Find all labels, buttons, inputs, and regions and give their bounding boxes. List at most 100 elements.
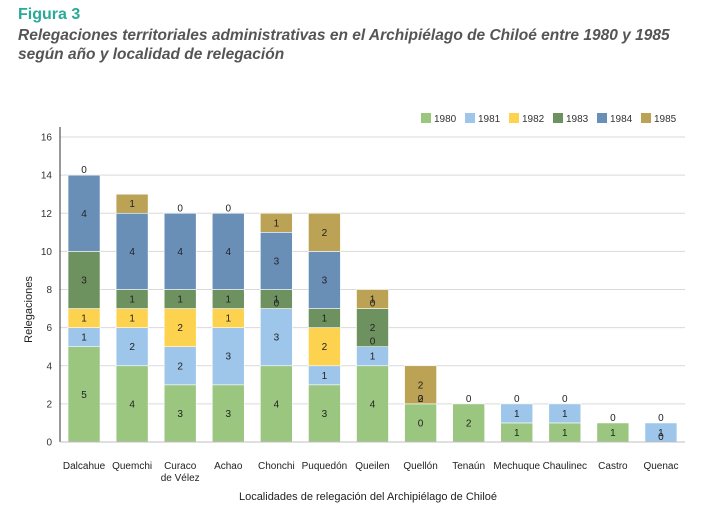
segment-label: 1	[322, 314, 328, 325]
legend-swatch	[553, 113, 563, 123]
segment-label: 3	[274, 256, 280, 267]
segment-label: 0	[418, 394, 424, 405]
bar-segment	[163, 212, 197, 290]
x-tick-label: Quemchi	[112, 461, 152, 472]
segment-label: 0	[514, 394, 520, 405]
bar-segment	[163, 384, 197, 443]
segment-label: 2	[129, 342, 135, 353]
bar-segment	[452, 403, 485, 443]
segment-label: 1	[129, 295, 135, 306]
legend-label: 1980	[434, 114, 457, 125]
segment-label: 1	[225, 314, 231, 325]
segment-label: 0	[658, 432, 664, 443]
y-tick-label: 16	[41, 133, 53, 144]
bar-segment	[404, 403, 437, 443]
bar-segment	[67, 174, 101, 252]
x-tick-label: Quenac	[643, 461, 678, 472]
bar-segment	[163, 308, 197, 347]
segment-label: 1	[129, 199, 135, 210]
legend-label: 1984	[610, 114, 633, 125]
segment-label: 0	[658, 413, 664, 424]
bars	[67, 174, 678, 443]
segment-label: 2	[466, 418, 472, 429]
segment-label: 1	[610, 428, 616, 439]
segment-labels: 5113404211413221403311404301313121324102…	[81, 165, 664, 443]
segment-label: 1	[562, 409, 568, 420]
segment-label: 1	[370, 352, 376, 363]
segment-label: 0	[466, 394, 472, 405]
x-tick-label: Tenaún	[452, 461, 485, 472]
segment-label: 3	[225, 352, 231, 363]
x-tick-label: Puquedón	[302, 461, 348, 472]
y-tick-label: 0	[46, 438, 52, 449]
segment-label: 4	[225, 247, 231, 258]
bar-segment	[260, 365, 293, 443]
segment-label: 0	[274, 299, 280, 310]
bar-segment	[115, 193, 149, 214]
bar-segment	[115, 327, 149, 367]
segment-label: 4	[129, 399, 135, 410]
segment-label: 1	[370, 295, 376, 306]
legend-swatch	[509, 113, 519, 123]
bar-segment	[404, 365, 437, 405]
y-axis-title: Relegaciones	[23, 276, 35, 343]
segment-label: 2	[322, 342, 328, 353]
x-tick-label: Achao	[214, 461, 243, 472]
bar-segment	[211, 384, 245, 443]
x-tick-label: Dalcahue	[63, 461, 106, 472]
segment-label: 0	[370, 337, 376, 348]
segment-label: 0	[418, 418, 424, 429]
segment-label: 0	[225, 203, 231, 214]
segment-label: 1	[514, 409, 520, 420]
bar-segment	[308, 327, 341, 367]
segment-label: 4	[177, 247, 183, 258]
bar-segment	[115, 212, 149, 290]
legend-label: 1985	[654, 114, 677, 125]
bar-segment	[115, 365, 149, 443]
segment-label: 2	[370, 323, 376, 334]
segment-label: 1	[129, 314, 135, 325]
segment-label: 0	[177, 203, 183, 214]
x-axis-title: Localidades de relegación del Archipiéla…	[239, 491, 497, 503]
segment-label: 5	[81, 390, 87, 401]
bar-segment	[163, 346, 197, 386]
x-tick-label: Queilen	[355, 461, 389, 472]
y-tick-label: 2	[46, 399, 52, 410]
y-tick-labels: 0 2 4 6 8 10 12 14 16	[41, 133, 53, 449]
segment-label: 1	[274, 218, 280, 229]
segment-label: 3	[177, 409, 183, 420]
segment-label: 1	[322, 371, 328, 382]
segment-label: 2	[418, 394, 424, 405]
x-tick-label: Curaco	[164, 461, 197, 472]
legend-swatch	[421, 113, 431, 123]
segment-label: 4	[370, 399, 376, 410]
y-tick-label: 12	[41, 209, 53, 220]
bar-segment	[356, 289, 389, 309]
segment-label: 0	[562, 394, 568, 405]
segment-label: 4	[81, 209, 87, 220]
segment-label: 0	[370, 299, 376, 310]
segment-label: 3	[322, 409, 328, 420]
segment-label: 0	[610, 413, 616, 424]
segment-label: 1	[562, 428, 568, 439]
segment-label: 1	[658, 428, 664, 439]
y-tick-label: 8	[46, 285, 52, 296]
x-tick-label: Quellón	[403, 461, 437, 472]
bar-segment	[548, 403, 582, 424]
x-tick-label: Chonchi	[258, 461, 295, 472]
bar-segment	[500, 403, 534, 424]
segment-label: 4	[274, 399, 280, 410]
x-tick-label: Castro	[598, 461, 628, 472]
x-tick-label: Mechuque	[493, 461, 540, 472]
segment-label: 2	[322, 228, 328, 239]
figure-label: Figura 3	[18, 6, 81, 23]
segment-label: 1	[274, 295, 280, 306]
bar-segment	[211, 212, 245, 290]
y-tick-label: 6	[46, 323, 52, 334]
bar-segment	[260, 308, 293, 367]
legend-label: 1983	[566, 114, 589, 125]
segment-label: 1	[81, 333, 87, 344]
segment-label: 1	[177, 295, 183, 306]
